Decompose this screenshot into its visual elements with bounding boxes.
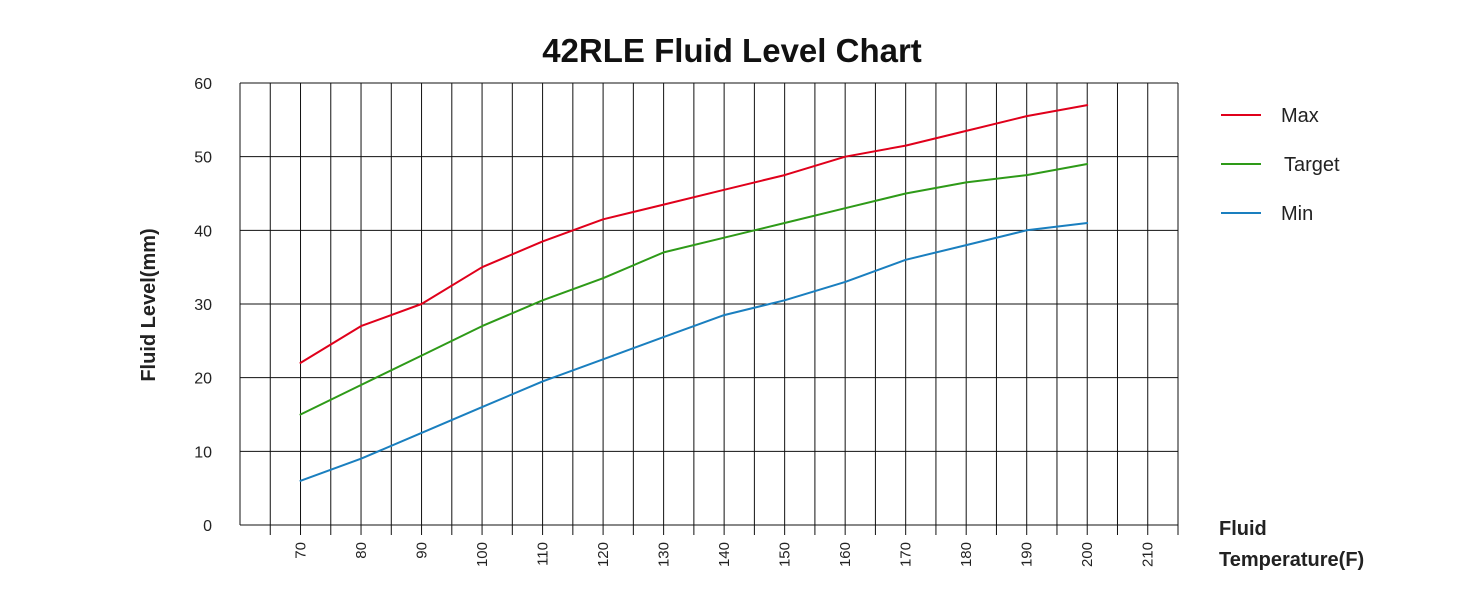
x-tick-label: 100: [474, 542, 491, 567]
chart-title: 42RLE Fluid Level Chart: [542, 32, 922, 69]
series-lines: [299, 104, 1089, 482]
y-axis-label: Fluid Level(mm): [138, 228, 160, 381]
legend-label-max: Max: [1281, 105, 1319, 127]
legend-label-target: Target: [1284, 154, 1340, 176]
legend: Max Target Min: [1221, 105, 1340, 225]
x-axis-label-line-2: Temperature(F): [1219, 549, 1364, 571]
x-tick-label: 210: [1140, 542, 1157, 567]
x-axis-label-line-1: Fluid: [1219, 518, 1267, 540]
y-tick-label: 30: [194, 297, 212, 314]
x-tick-label: 90: [414, 542, 431, 559]
x-tick-label: 140: [716, 542, 733, 567]
y-tick-label: 10: [194, 444, 212, 461]
x-tick-label: 170: [898, 542, 915, 567]
x-tick-label: 70: [293, 542, 310, 559]
x-tick-label: 190: [1019, 542, 1036, 567]
grid: [239, 82, 1179, 535]
x-tick-label: 130: [656, 542, 673, 567]
series-line-max: [299, 104, 1089, 364]
x-tick-label: 150: [777, 542, 794, 567]
x-axis-ticks: 70 80 90 100 110 120 130 140 150 160 170 180 190 200 2…: [293, 542, 1157, 567]
x-tick-label: 200: [1079, 542, 1096, 567]
y-tick-label: 60: [194, 76, 212, 93]
y-tick-label: 20: [194, 371, 212, 388]
x-tick-label: 180: [958, 542, 975, 567]
series-line-min: [299, 222, 1089, 482]
y-tick-label: 40: [194, 223, 212, 240]
y-axis-ticks: 0 10 20 30 40 50 60: [194, 76, 212, 535]
series-line-target: [299, 163, 1089, 416]
x-tick-label: 160: [837, 542, 854, 567]
y-tick-label: 0: [203, 518, 212, 535]
x-tick-label: 80: [353, 542, 370, 559]
legend-label-min: Min: [1281, 203, 1313, 225]
x-tick-label: 120: [595, 542, 612, 567]
x-tick-label: 110: [535, 542, 552, 566]
y-tick-label: 50: [194, 150, 212, 167]
